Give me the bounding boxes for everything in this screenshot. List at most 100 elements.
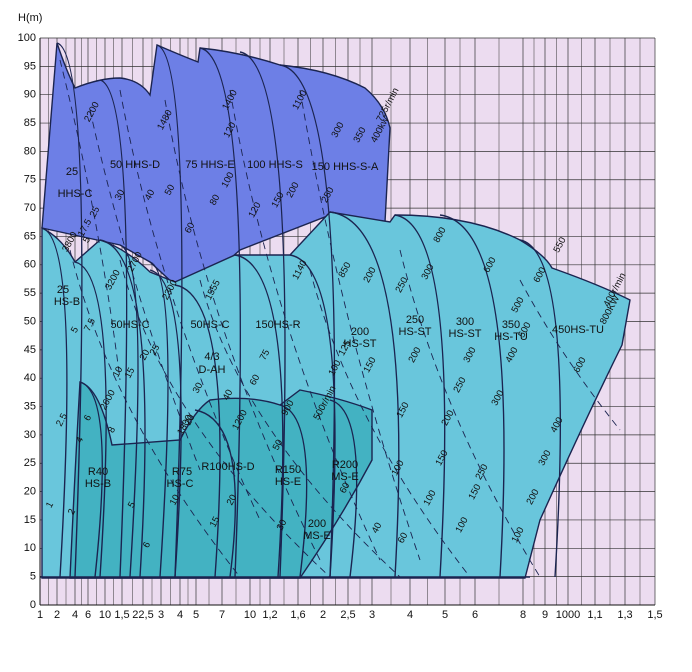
speed-line (69, 249, 241, 578)
pump-curve (74, 261, 107, 578)
model-label: 75 HHS-E (185, 159, 235, 171)
curve-annotation: 5 (69, 325, 81, 335)
model-label: HS-TU (494, 331, 528, 343)
y-tick-label: 50 (24, 315, 36, 327)
y-tick-label: 25 (24, 457, 36, 469)
x-tick-label: 7 (219, 609, 225, 621)
model-label: R150 (275, 464, 301, 476)
y-tick-label: 75 (24, 174, 36, 186)
pump-curve (289, 254, 336, 578)
model-label: HS-ST (449, 328, 482, 340)
model-label: HS-B (85, 478, 111, 490)
model-label: 50 HHS-D (110, 159, 160, 171)
curve-annotation: 40 (370, 521, 385, 536)
y-tick-label: 35 (24, 400, 36, 412)
model-label: 350 (502, 319, 520, 331)
curve-annotation: 5 (81, 235, 93, 245)
pump-curve (199, 47, 242, 578)
x-tick-label: 2,5 (340, 609, 355, 621)
x-tick-label: 6 (472, 609, 478, 621)
curve-annotation: 1 (44, 500, 56, 510)
y-tick-label: 85 (24, 117, 36, 129)
curve-annotation: 20 (183, 413, 198, 428)
speed-line (89, 109, 201, 471)
model-label: 200 (308, 518, 326, 530)
pump-curve (99, 79, 128, 578)
model-label: R200 (332, 459, 358, 471)
model-label: 4/3 (204, 351, 219, 363)
y-tick-label: 5 (30, 571, 36, 583)
y-tick-label: 20 (24, 486, 36, 498)
x-tick-label: 1,1 (587, 609, 602, 621)
curve-annotation: 40 (143, 188, 158, 203)
x-tick-label: 4 (177, 609, 183, 621)
y-tick-label: 70 (24, 202, 36, 214)
curve-annotation: 7.5 (82, 317, 98, 334)
x-tick-label: 10 (99, 609, 111, 621)
speed-line (164, 99, 321, 561)
speed-line (229, 89, 381, 561)
model-label: R75 (172, 466, 192, 478)
curve-annotation: 75 (258, 348, 273, 363)
curve-annotation: 20 (225, 493, 240, 508)
model-label: HS-C (167, 478, 194, 490)
y-tick-label: 45 (24, 344, 36, 356)
speed-line (119, 89, 261, 521)
model-label: 450HS-TU (552, 324, 604, 336)
x-tick-label: 4 (407, 609, 413, 621)
speed-line (119, 259, 331, 578)
curve-annotation: 30 (275, 518, 290, 533)
pump-curve (329, 399, 358, 578)
model-label: 200 (351, 326, 369, 338)
curve-annotation: 30 (113, 188, 128, 203)
y-tick-label: 40 (24, 372, 36, 384)
model-label: 25 (66, 166, 78, 178)
pump-curve (149, 261, 169, 578)
curve-annotation: 80 (208, 193, 223, 208)
x-tick-label: 22,5 (132, 609, 153, 621)
model-label: 300 (456, 316, 474, 328)
curve-annotation: 50 (163, 183, 178, 198)
model-label: 250 (406, 314, 424, 326)
x-tick-label: 8 (520, 609, 526, 621)
model-label: HS-E (275, 476, 301, 488)
curve-annotation: 2.5 (54, 412, 70, 429)
model-label: HS-B (54, 296, 80, 308)
x-tick-label: 3 (158, 609, 164, 621)
speed-line (399, 249, 541, 578)
model-label: MS-E (303, 530, 331, 542)
model-label: 50HS-C (110, 319, 149, 331)
curve-annotation: 2 (66, 507, 78, 517)
x-tick-label: 4 (72, 609, 78, 621)
y-tick-label: 55 (24, 287, 36, 299)
curve-annotation: 25 (88, 205, 103, 220)
y-tick-label: 10 (24, 542, 36, 554)
x-tick-label: 5 (442, 609, 448, 621)
model-label: HS-ST (399, 326, 432, 338)
x-tick-label: 1,6 (290, 609, 305, 621)
pump-curve (329, 211, 400, 578)
model-label: D-AH (199, 364, 226, 376)
pump-curve (234, 254, 284, 578)
pump-curve (194, 409, 237, 578)
model-label: 50HS-C (190, 319, 229, 331)
model-label: R100HS-D (201, 461, 254, 473)
pump-curve (79, 381, 103, 578)
x-tick-label: 2 (320, 609, 326, 621)
pump-curve (439, 214, 505, 578)
x-tick-label: 1 (37, 609, 43, 621)
y-tick-label: 95 (24, 60, 36, 72)
curve-annotation: 6 (82, 413, 94, 423)
speed-line (519, 279, 621, 431)
curve-annotation: 60 (338, 481, 353, 496)
pump-curve (99, 239, 146, 578)
y-tick-label: 15 (24, 514, 36, 526)
model-label: 100 HHS-S (247, 159, 303, 171)
curve-annotation: 60 (248, 373, 263, 388)
curve-annotation: 25 (148, 343, 163, 358)
y-tick-label: 90 (24, 89, 36, 101)
curve-annotation: 10 (111, 365, 126, 380)
model-label: 150HS-R (255, 319, 300, 331)
